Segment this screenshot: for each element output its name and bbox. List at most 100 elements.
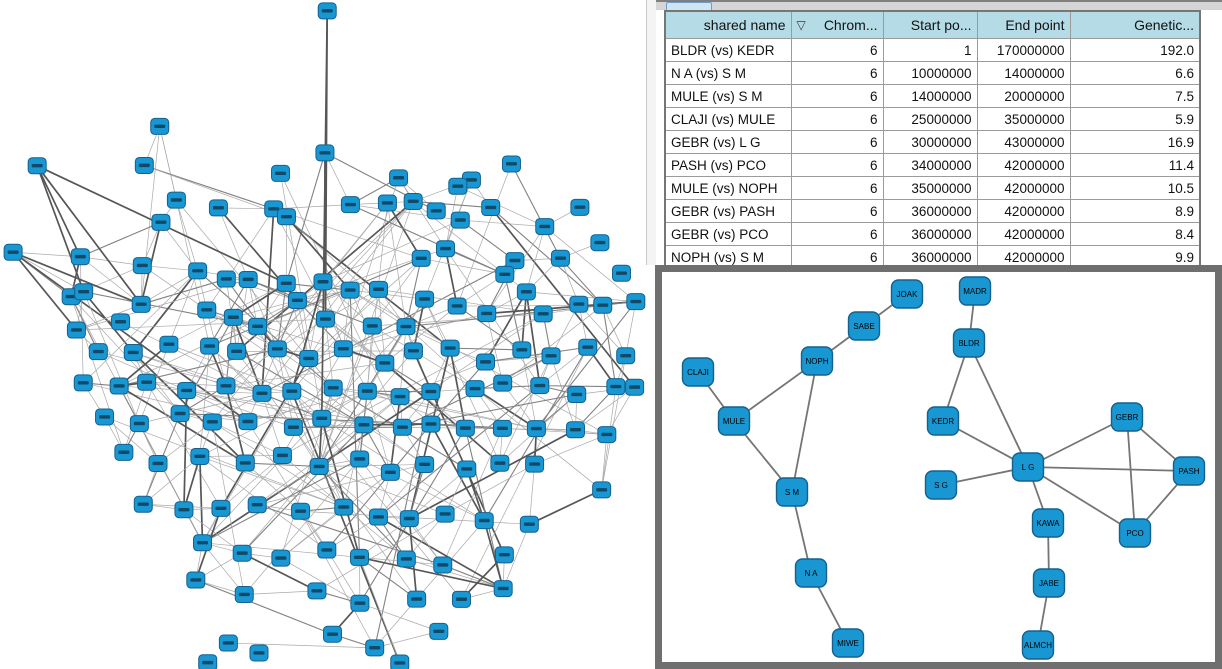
network-edge[interactable] xyxy=(1126,416,1136,534)
cell-value[interactable]: 36000000 xyxy=(882,222,978,246)
network-edge[interactable] xyxy=(199,346,210,457)
cell-value[interactable]: 1 xyxy=(882,38,978,62)
network-edge[interactable] xyxy=(550,355,576,430)
network-edge[interactable] xyxy=(384,305,458,364)
cell-value[interactable]: 6 xyxy=(790,176,884,200)
network-node[interactable] xyxy=(291,502,311,520)
network-edge[interactable] xyxy=(80,221,162,258)
network-edge[interactable] xyxy=(442,564,504,590)
network-edge[interactable] xyxy=(233,300,298,318)
network-edge[interactable] xyxy=(483,520,505,589)
network-edge[interactable] xyxy=(578,303,626,357)
network-node[interactable] xyxy=(315,144,335,162)
network-edge[interactable] xyxy=(120,321,263,394)
network-edge[interactable] xyxy=(13,251,81,258)
network-edge[interactable] xyxy=(176,199,199,271)
network-node[interactable] xyxy=(317,2,337,20)
network-edge[interactable] xyxy=(12,251,142,306)
network-node-gebr[interactable]: GEBR xyxy=(1110,402,1144,432)
network-edge[interactable] xyxy=(261,201,414,394)
cell-value[interactable]: 8.4 xyxy=(1069,222,1201,246)
table-row[interactable]: GEBR (vs) PCO 6 36000000 42000000 8.4 xyxy=(664,222,1201,246)
network-edge[interactable] xyxy=(212,421,283,456)
network-node[interactable] xyxy=(218,634,238,652)
network-node[interactable] xyxy=(435,505,455,523)
network-node[interactable] xyxy=(465,380,485,398)
cell-value[interactable]: 35000000 xyxy=(882,176,978,200)
network-node[interactable] xyxy=(211,499,231,517)
network-edge[interactable] xyxy=(490,207,604,306)
network-edge[interactable] xyxy=(430,361,486,425)
network-node[interactable] xyxy=(276,274,296,292)
network-node[interactable] xyxy=(333,340,353,358)
network-edge[interactable] xyxy=(521,349,537,429)
network-edge[interactable] xyxy=(218,207,249,280)
network-edge[interactable] xyxy=(257,466,320,506)
network-node[interactable] xyxy=(137,373,157,391)
network-edge[interactable] xyxy=(457,185,545,227)
network-node[interactable] xyxy=(134,156,154,174)
panel-tab-fragment[interactable] xyxy=(666,2,712,10)
network-edge[interactable] xyxy=(325,319,334,388)
network-node[interactable] xyxy=(526,420,546,438)
network-edge[interactable] xyxy=(386,202,422,259)
filtered-network-panel[interactable]: JOAK MADR SABE BLDR NOPH CLAJI KEDR GEBR MULE L G… xyxy=(655,265,1222,669)
column-header[interactable]: Genetic... xyxy=(1069,10,1201,39)
network-edge[interactable] xyxy=(406,558,504,589)
network-node[interactable] xyxy=(399,510,419,528)
table-row[interactable]: GEBR (vs) PASH 6 36000000 42000000 8.9 xyxy=(664,199,1201,223)
network-edge[interactable] xyxy=(534,434,607,465)
network-node[interactable] xyxy=(177,382,197,400)
network-node-mule[interactable]: MULE xyxy=(717,406,751,436)
network-node[interactable] xyxy=(151,213,171,231)
network-node[interactable] xyxy=(411,249,431,267)
network-edge[interactable] xyxy=(421,258,505,275)
network-node-jabe[interactable]: JABE xyxy=(1032,568,1066,598)
network-node[interactable] xyxy=(114,443,134,461)
network-node[interactable] xyxy=(73,374,93,392)
network-node[interactable] xyxy=(396,550,416,568)
network-edge[interactable] xyxy=(575,386,635,431)
network-node[interactable] xyxy=(159,335,179,353)
network-edge[interactable] xyxy=(256,396,401,506)
network-node[interactable] xyxy=(283,418,303,436)
network-edge[interactable] xyxy=(273,208,422,259)
network-node-claji[interactable]: CLAJI xyxy=(681,357,715,387)
network-edge[interactable] xyxy=(280,472,391,559)
network-edge[interactable] xyxy=(285,216,351,291)
filtered-network-canvas[interactable]: JOAK MADR SABE BLDR NOPH CLAJI KEDR GEBR MULE L G… xyxy=(662,272,1215,662)
network-node[interactable] xyxy=(267,340,287,358)
cell-shared-name[interactable]: GEBR (vs) PCO xyxy=(664,222,792,246)
cell-value[interactable]: 14000000 xyxy=(882,84,978,108)
network-node[interactable] xyxy=(174,501,194,519)
network-node[interactable] xyxy=(200,337,220,355)
network-node[interactable] xyxy=(315,310,335,328)
network-edge[interactable] xyxy=(343,506,407,560)
network-node[interactable] xyxy=(216,270,236,288)
network-node[interactable] xyxy=(133,495,153,513)
network-node[interactable] xyxy=(390,388,410,406)
network-node[interactable] xyxy=(426,202,446,220)
network-node[interactable] xyxy=(216,377,236,395)
network-node[interactable] xyxy=(197,301,217,319)
network-edge[interactable] xyxy=(291,390,365,426)
network-edge[interactable] xyxy=(499,355,552,464)
network-node[interactable] xyxy=(495,265,515,283)
network-node[interactable] xyxy=(606,378,626,396)
network-node[interactable] xyxy=(433,556,453,574)
network-node[interactable] xyxy=(541,347,561,365)
network-edge[interactable] xyxy=(225,278,278,350)
cell-value[interactable]: 42000000 xyxy=(976,199,1071,223)
network-node[interactable] xyxy=(334,498,354,516)
network-node[interactable] xyxy=(415,455,435,473)
network-node[interactable] xyxy=(365,639,385,657)
network-edge[interactable] xyxy=(280,173,403,428)
network-node[interactable] xyxy=(565,421,585,439)
network-node[interactable] xyxy=(455,419,475,437)
network-node-pash[interactable]: PASH xyxy=(1172,456,1206,486)
network-edge[interactable] xyxy=(444,463,535,515)
network-edge[interactable] xyxy=(247,279,278,350)
network-node[interactable] xyxy=(350,594,370,612)
network-edge[interactable] xyxy=(343,290,351,349)
network-node[interactable] xyxy=(616,347,636,365)
